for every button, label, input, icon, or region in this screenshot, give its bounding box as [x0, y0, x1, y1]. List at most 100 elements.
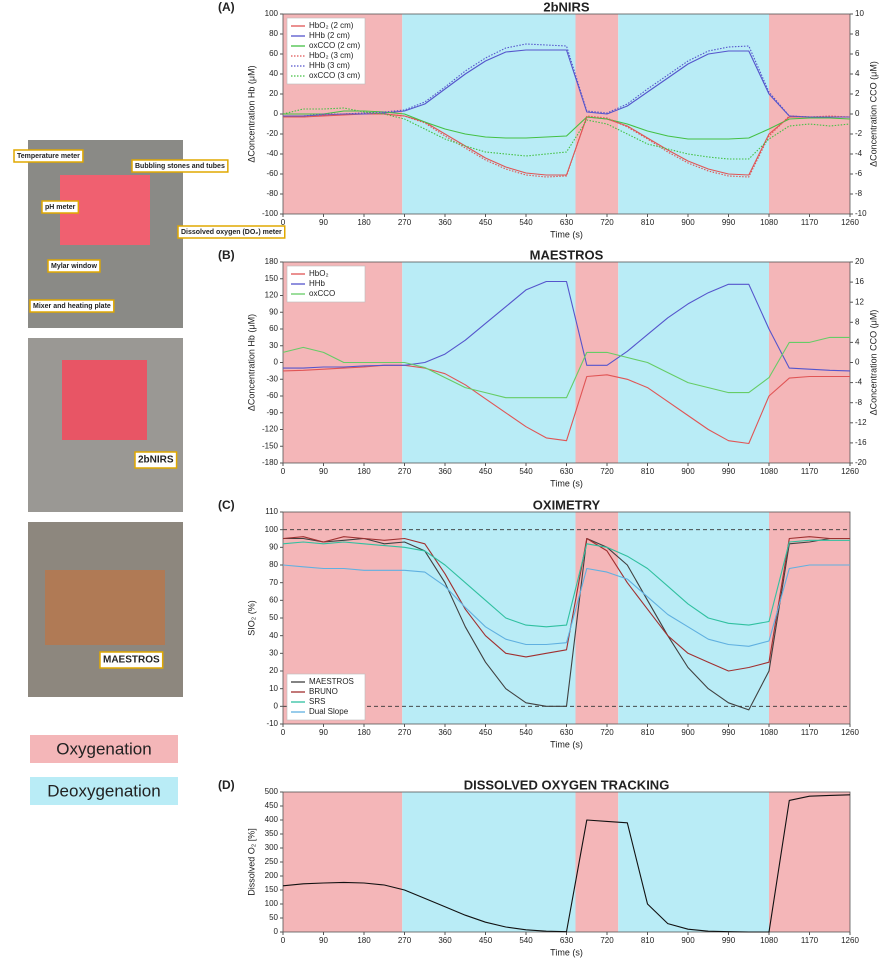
y-tick-label: 0 [274, 109, 279, 118]
chart-title: 2bNIRS [543, 0, 590, 14]
y2-tick-label: 0 [855, 109, 860, 118]
y-tick-label: 20 [269, 666, 278, 675]
photo-label: Mylar window [51, 263, 97, 270]
y-tick-label: 120 [265, 291, 279, 300]
x-tick-label: 1080 [760, 467, 778, 476]
phase-band [769, 792, 850, 932]
x-tick-label: 270 [398, 218, 412, 227]
y-tick-label: 0 [274, 358, 279, 367]
y-tick-label: 150 [265, 274, 279, 283]
x-tick-label: 1080 [760, 728, 778, 737]
y-axis-label: Dissolved O₂ [%] [246, 828, 256, 896]
series-line [283, 537, 850, 711]
y2-tick-label: -4 [855, 378, 863, 387]
x-tick-label: 270 [398, 728, 412, 737]
phase-band [769, 512, 850, 724]
y-tick-label: -60 [266, 169, 278, 178]
y2-tick-label: -8 [855, 398, 863, 407]
y-tick-label: -100 [262, 209, 279, 218]
panel-label: (B) [218, 248, 235, 262]
phase-band [402, 262, 576, 463]
phase-band [283, 792, 403, 932]
x-tick-label: 90 [319, 728, 328, 737]
x-tick-label: 90 [319, 218, 328, 227]
x-tick-label: 270 [398, 936, 412, 945]
x-tick-label: 990 [722, 218, 736, 227]
y2-tick-label: 12 [855, 297, 864, 306]
chart-title: DISSOLVED OXYGEN TRACKING [464, 777, 670, 792]
series-line [282, 794, 851, 933]
y-tick-label: 60 [269, 324, 278, 333]
legend-box [286, 17, 366, 85]
x-tick-label: 1170 [801, 218, 819, 227]
x-tick-label: 720 [600, 728, 614, 737]
phase-band [769, 14, 850, 214]
x-tick-label: 990 [722, 936, 736, 945]
x-tick-label: 720 [600, 218, 614, 227]
series-line [282, 107, 851, 160]
y2-tick-label: 20 [855, 257, 864, 266]
x-tick-label: 180 [357, 467, 371, 476]
y-tick-label: 180 [265, 257, 279, 266]
legend-label: HbO₂ (3 cm) [309, 51, 354, 60]
phase-band [402, 792, 576, 932]
x-tick-label: 900 [681, 218, 695, 227]
y2-tick-label: -8 [855, 189, 863, 198]
y2-tick-label: 8 [855, 29, 860, 38]
series-line [283, 49, 850, 118]
phase-legend-swatch [30, 735, 178, 763]
x-tick-label: 360 [438, 218, 452, 227]
phase-band [402, 14, 576, 214]
phase-band [575, 792, 619, 932]
x-tick-label: 1170 [801, 728, 819, 737]
y-tick-label: 100 [265, 899, 279, 908]
x-axis-label: Time (s) [550, 229, 583, 239]
y2-tick-label: -4 [855, 149, 863, 158]
photo-label-box [99, 651, 164, 669]
x-tick-label: 1260 [841, 467, 859, 476]
series-line [282, 536, 850, 672]
x-tick-label: 1260 [841, 218, 859, 227]
y-tick-label: 450 [265, 801, 279, 810]
x-tick-label: 0 [281, 728, 286, 737]
x-tick-label: 450 [479, 936, 493, 945]
x-tick-label: 90 [319, 467, 328, 476]
y2-tick-label: -2 [855, 129, 863, 138]
x-tick-label: 630 [560, 218, 574, 227]
series-line [283, 113, 850, 176]
photo-label: 2bNIRS [138, 455, 174, 466]
photo-label: pH meter [45, 204, 76, 211]
photo-phantom [62, 360, 147, 440]
x-tick-label: 810 [641, 936, 655, 945]
y-tick-label: 30 [269, 341, 278, 350]
x-tick-label: 450 [479, 728, 493, 737]
y-tick-label: 0 [274, 927, 279, 936]
y-tick-label: -120 [262, 425, 279, 434]
y-tick-label: 100 [265, 9, 279, 18]
phase-band [618, 14, 769, 214]
y-tick-label: -10 [266, 719, 278, 728]
legend-label: oxCCO (3 cm) [309, 71, 360, 80]
x-tick-label: 1080 [760, 218, 778, 227]
x-tick-label: 630 [560, 728, 574, 737]
legend-label: HbO₂ (2 cm) [309, 21, 354, 30]
y-tick-label: 50 [269, 913, 278, 922]
panel-label: (D) [218, 778, 235, 792]
y-tick-label: 10 [269, 684, 278, 693]
y-tick-label: -90 [266, 408, 278, 417]
legend-label: HHb (2 cm) [309, 31, 350, 40]
y-tick-label: 350 [265, 829, 279, 838]
x-tick-label: 90 [319, 936, 328, 945]
legend-label: oxCCO (2 cm) [309, 41, 360, 50]
photo-label-box [47, 259, 101, 273]
y-tick-label: -60 [266, 391, 278, 400]
x-tick-label: 450 [479, 218, 493, 227]
y2-tick-label: 4 [855, 338, 860, 347]
photo-label-box [13, 149, 84, 163]
x-tick-label: 540 [519, 936, 533, 945]
series-line [282, 112, 851, 178]
legend-label: BRUNO [309, 687, 338, 696]
y2-tick-label: 2 [855, 89, 860, 98]
y-axis-label: ΔConcentration Hb (μM) [246, 65, 256, 162]
